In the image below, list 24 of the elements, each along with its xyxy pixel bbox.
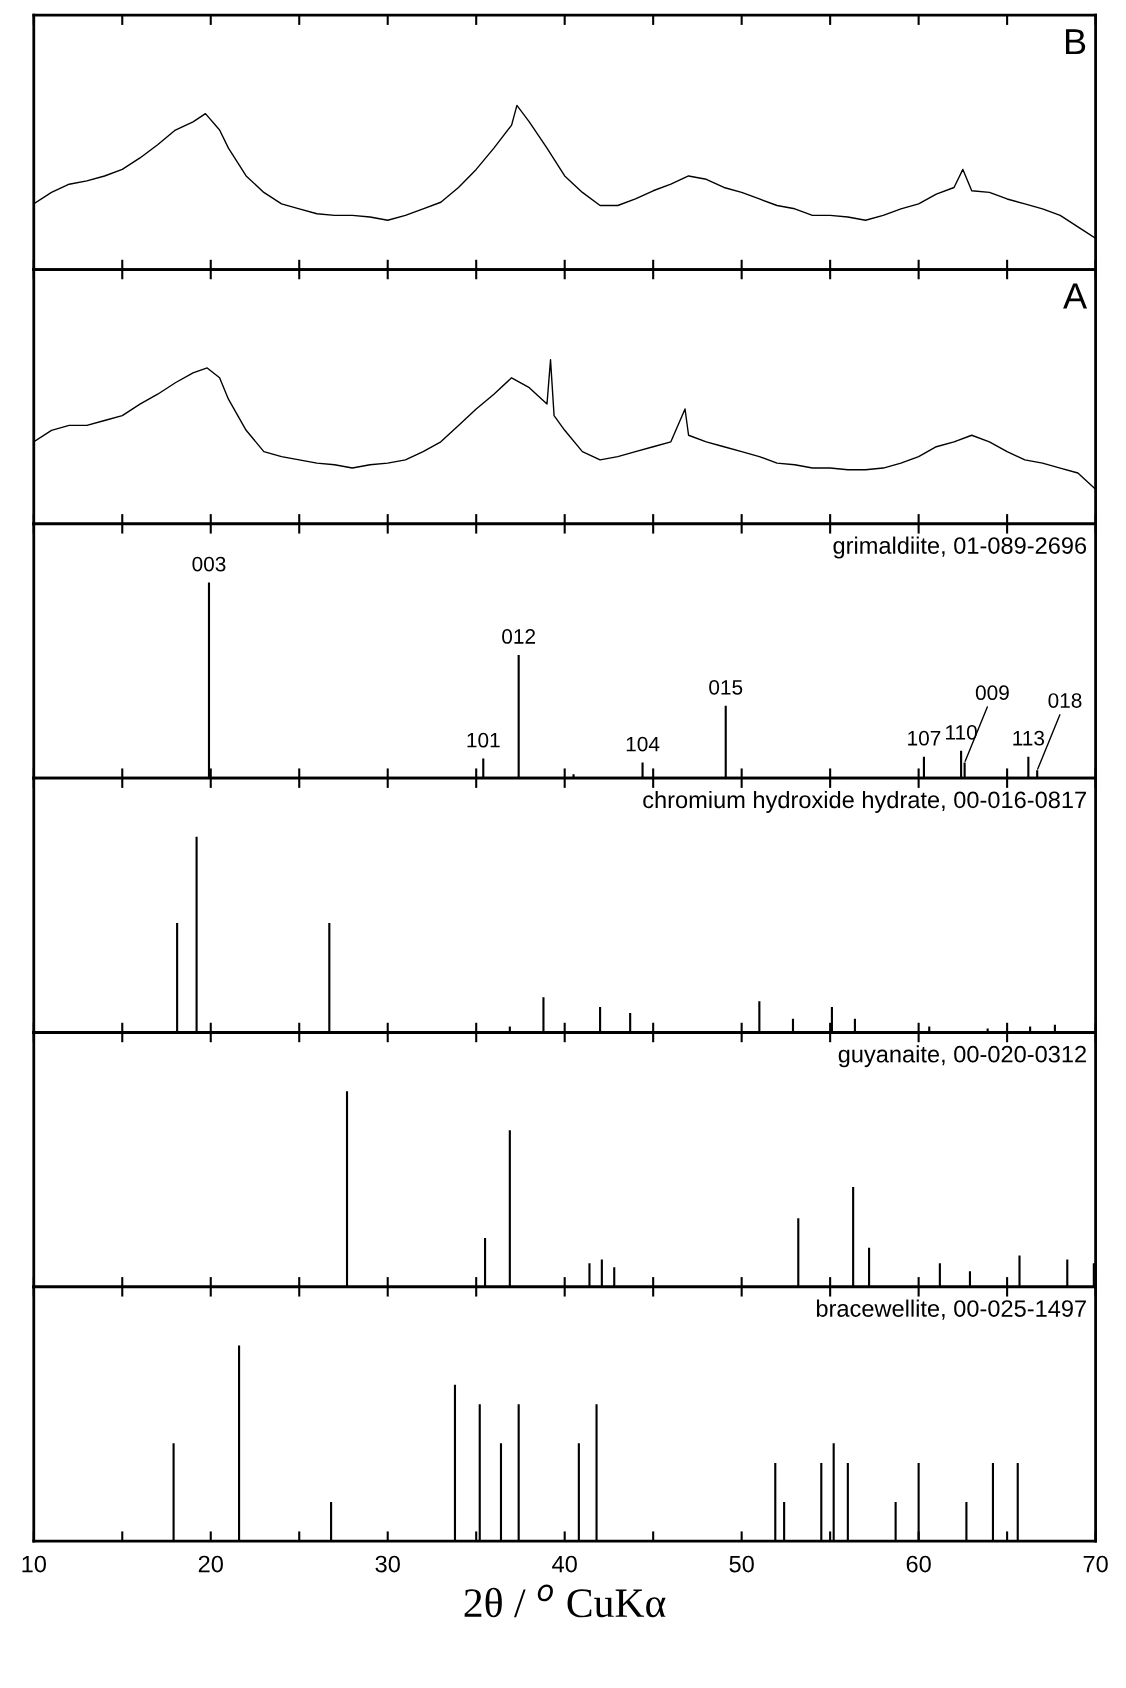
annotation: 003 (192, 556, 226, 572)
x-axis-title: 2θ / $^{o}$ CuKα (464, 1584, 666, 1618)
x-tick-label: 50 (729, 1555, 754, 1573)
annotation: 009 (975, 685, 1009, 701)
annotation: 101 (467, 732, 500, 748)
x-tick-label: 60 (906, 1555, 931, 1573)
chart-title: B (1065, 29, 1086, 55)
x-tick-label: 10 (22, 1555, 46, 1573)
annotation: 110 (946, 724, 977, 740)
annotation: 107 (908, 730, 941, 746)
x-tick-label: 40 (552, 1555, 577, 1573)
x-tick-label: 30 (375, 1555, 400, 1573)
chart-title: chromium hydroxide hydrate, 00-016-0817 (643, 790, 1086, 813)
x-tick-label: 70 (1083, 1555, 1108, 1573)
x-tick-label: 20 (198, 1555, 223, 1573)
annotation: 015 (709, 679, 743, 695)
annotation: 104 (626, 736, 660, 752)
annotation: 018 (1048, 693, 1082, 708)
annotation: 113 (1013, 730, 1045, 746)
chart-title: grimaldiite, 01-089-2696 (833, 536, 1087, 559)
annotation: 012 (502, 629, 536, 644)
chart-title: bracewellite, 00-025-1497 (816, 1299, 1086, 1320)
chart-title: A (1063, 283, 1088, 309)
chart-title: guyanaite, 00-020-0312 (838, 1045, 1086, 1068)
